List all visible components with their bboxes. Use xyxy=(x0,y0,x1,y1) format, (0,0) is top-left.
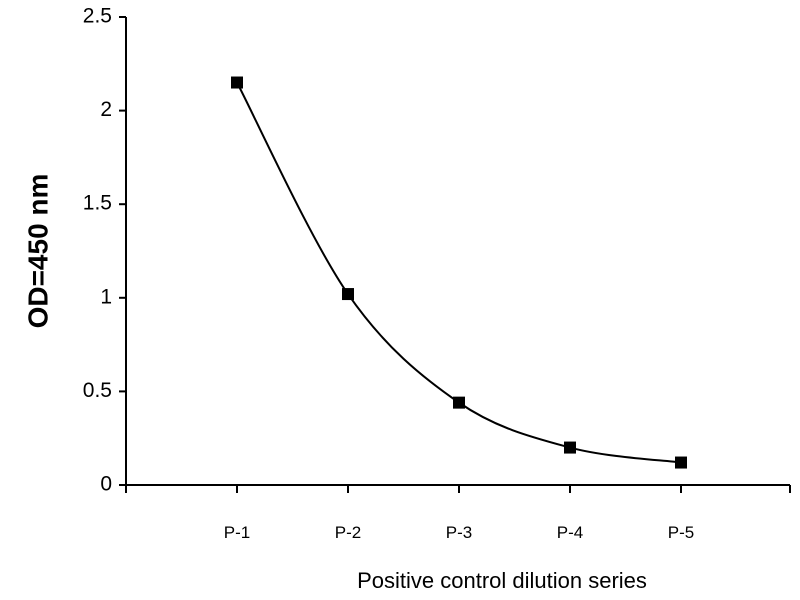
y-tick-label: 0 xyxy=(100,473,112,496)
x-tick-label: P-4 xyxy=(557,523,583,542)
x-axis: P-1 P-2 P-3 P-4 P-5 xyxy=(125,484,791,542)
data-point-marker xyxy=(342,288,354,301)
y-tick-label: 1 xyxy=(100,285,112,308)
x-tick-label: P-5 xyxy=(668,523,694,542)
y-tick-label: 2.5 xyxy=(83,5,112,28)
data-point-marker xyxy=(564,441,576,454)
data-point-marker xyxy=(453,396,465,409)
series-line xyxy=(236,82,682,464)
x-tick-label: P-3 xyxy=(446,523,472,542)
data-point-marker xyxy=(675,456,687,469)
y-ticks: 0 0.5 1 1.5 2 2.5 xyxy=(83,5,126,496)
y-axis: 0 0.5 1 1.5 2 2.5 xyxy=(83,5,127,496)
data-point-marker xyxy=(231,76,243,89)
y-axis-title: OD=450 nm xyxy=(22,174,53,329)
x-axis-title: Positive control dilution series xyxy=(357,568,647,593)
x-tick-label: P-1 xyxy=(224,523,250,542)
plot-area xyxy=(231,76,687,469)
y-tick-label: 1.5 xyxy=(83,192,112,215)
y-tick-label: 2 xyxy=(100,98,112,121)
y-tick-label: 0.5 xyxy=(83,379,112,402)
x-tick-label: P-2 xyxy=(335,523,361,542)
x-ticks: P-1 P-2 P-3 P-4 P-5 xyxy=(125,485,791,542)
